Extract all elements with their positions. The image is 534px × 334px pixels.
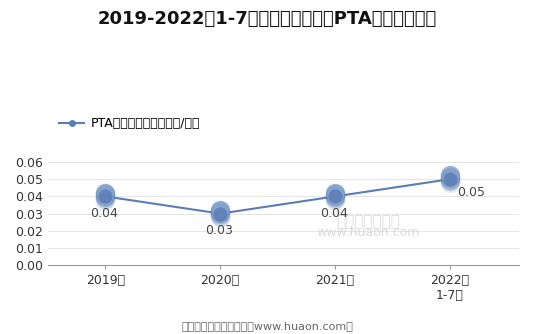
Text: www.huaon.com: www.huaon.com xyxy=(317,226,420,239)
Text: 华经产业研究院: 华经产业研究院 xyxy=(336,214,400,229)
Text: 0.05: 0.05 xyxy=(457,186,485,199)
Text: 2019-2022年1-7月郑州商品交易所PTA期权成交均价: 2019-2022年1-7月郑州商品交易所PTA期权成交均价 xyxy=(97,10,437,28)
Legend: PTA期权成交均价（万元/手）: PTA期权成交均价（万元/手） xyxy=(54,112,205,135)
Text: 0.04: 0.04 xyxy=(320,207,348,220)
Text: 0.04: 0.04 xyxy=(90,207,118,220)
Text: 制图：华经产业研究院（www.huaon.com）: 制图：华经产业研究院（www.huaon.com） xyxy=(181,321,353,331)
Text: 0.03: 0.03 xyxy=(205,224,233,237)
